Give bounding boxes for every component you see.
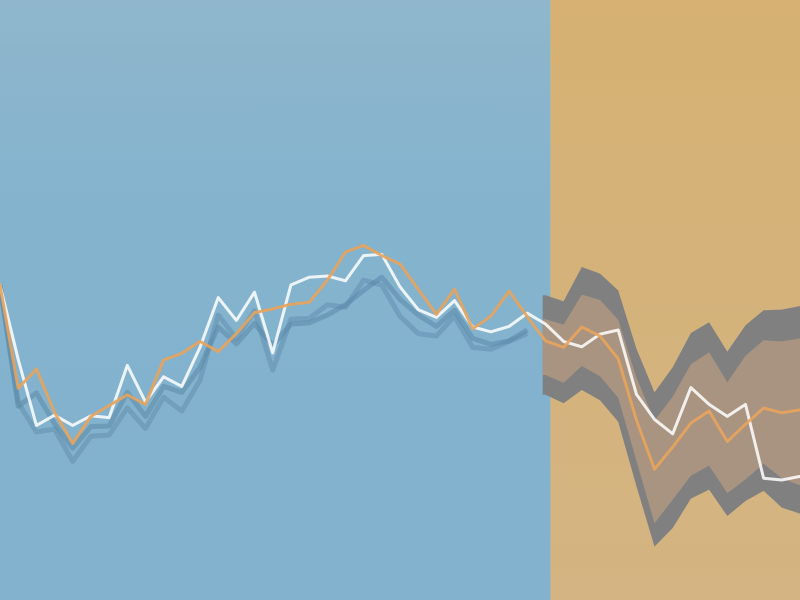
series-line-actual <box>0 252 800 482</box>
series-line-fitted-forecast <box>0 243 800 471</box>
history-region <box>0 0 551 600</box>
shadow-trace-b <box>0 277 529 464</box>
shadow-trace-a <box>0 274 529 451</box>
prediction-interval-inner <box>542 294 800 524</box>
